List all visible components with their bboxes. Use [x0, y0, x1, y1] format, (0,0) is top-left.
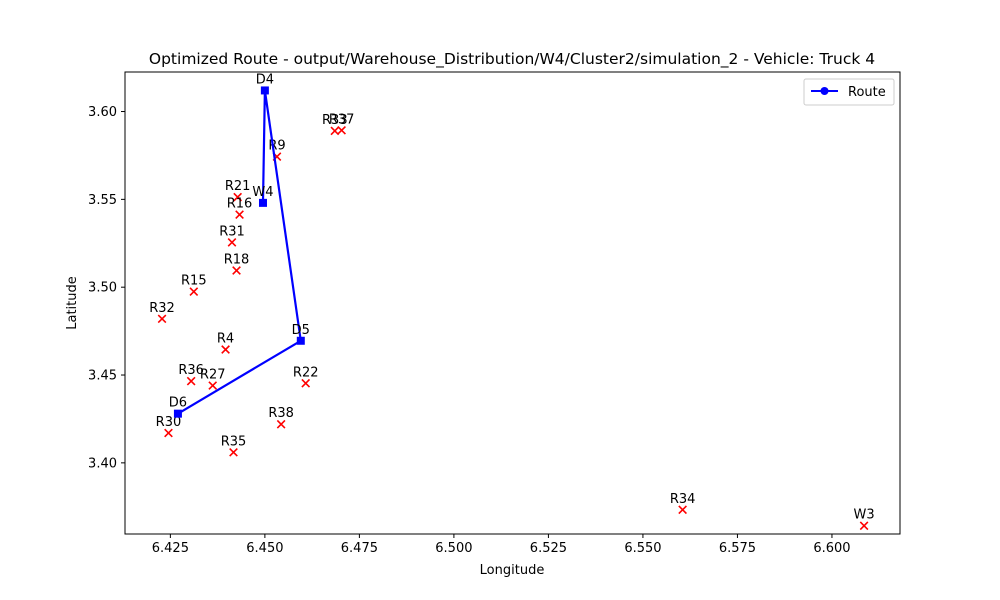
point-label-r15: R15 [181, 274, 207, 289]
point-marker-r35 [229, 447, 238, 457]
point-label-r32: R32 [149, 301, 175, 316]
route-stop-d5 [296, 336, 305, 345]
legend-marker [820, 87, 829, 95]
x-tick-label: 6.525 [530, 541, 567, 556]
route-label-d4: D4 [256, 72, 274, 87]
y-tick-label: 3.45 [88, 369, 117, 384]
legend-label: Route [848, 85, 886, 100]
y-tick-label: 3.60 [88, 105, 117, 120]
route-label-w4: W4 [252, 185, 273, 200]
point-marker-r30 [164, 428, 173, 438]
x-tick-label: 6.475 [341, 541, 378, 556]
point-marker-r15 [189, 287, 199, 296]
point-marker-r38 [276, 419, 286, 429]
plot-area-frame [124, 71, 901, 535]
point-label-r33: R33 [322, 113, 348, 128]
point-label-r35: R35 [221, 434, 247, 449]
route-stop-w4 [258, 198, 267, 207]
x-tick-label: 6.550 [624, 541, 661, 556]
point-marker-r18 [232, 266, 241, 275]
point-label-r22: R22 [293, 365, 319, 380]
x-tick-label: 6.425 [152, 541, 189, 556]
point-label-r31: R31 [219, 224, 245, 239]
point-label-r36: R36 [178, 363, 204, 378]
point-label-r37: R37 [329, 112, 355, 127]
y-axis-ticks: 3.40 3.45 3.50 3.55 3.60 [88, 105, 125, 471]
y-axis-label: Latitude [65, 276, 80, 330]
point-marker-r36 [186, 376, 196, 386]
point-label-r30: R30 [156, 415, 182, 430]
route-line [177, 90, 302, 415]
route-stop-d4 [260, 86, 269, 95]
point-label-r21: R21 [225, 179, 251, 194]
point-label-r34: R34 [670, 492, 696, 507]
point-marker-r27 [208, 381, 218, 390]
point-marker-w3 [859, 521, 869, 531]
point-marker-r16 [235, 210, 244, 220]
y-tick-label: 3.50 [88, 281, 117, 296]
point-marker-r32 [157, 314, 167, 324]
y-tick-label: 3.40 [88, 456, 117, 471]
route-stop-d6 [173, 409, 182, 418]
x-tick-label: 6.500 [435, 541, 472, 556]
point-marker-r34 [678, 505, 687, 515]
point-label-r4: R4 [217, 332, 234, 347]
point-marker-r33 [330, 126, 340, 136]
point-label-r16: R16 [227, 197, 253, 212]
point-marker-r21 [233, 192, 243, 202]
point-marker-r22 [301, 378, 311, 388]
chart-title: Optimized Route - output/Warehouse_Distr… [149, 50, 875, 69]
route-label-d5: D5 [292, 323, 310, 338]
route-label-d6: D6 [169, 396, 187, 411]
legend-box [803, 78, 895, 106]
point-label-r9: R9 [268, 139, 285, 154]
point-marker-r4 [221, 345, 230, 354]
point-label-r18: R18 [224, 253, 250, 268]
x-axis-label: Longitude [480, 563, 545, 578]
point-marker-r37 [337, 125, 346, 135]
x-tick-label: 6.450 [246, 541, 283, 556]
point-marker-r31 [227, 238, 237, 247]
y-tick-label: 3.55 [88, 193, 117, 208]
x-axis-ticks: 6.425 6.450 6.475 6.500 6.525 6.550 6.575 6.600 [152, 534, 851, 556]
point-label-r38: R38 [268, 406, 294, 421]
point-label-w3: W3 [854, 508, 875, 523]
x-tick-label: 6.600 [813, 541, 850, 556]
point-label-r27: R27 [200, 368, 226, 383]
x-tick-label: 6.575 [719, 541, 756, 556]
legend: Route [803, 78, 895, 106]
